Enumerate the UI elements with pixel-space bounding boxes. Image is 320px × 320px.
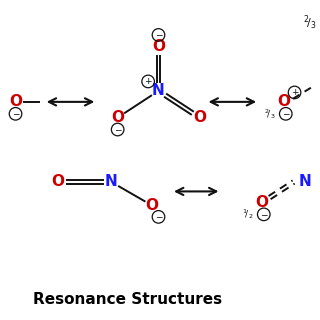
Text: $\mathdefault{^{1}\!/_{2}}$: $\mathdefault{^{1}\!/_{2}}$	[242, 207, 253, 221]
Text: O: O	[111, 110, 124, 125]
Text: −: −	[260, 210, 268, 219]
Text: O: O	[256, 195, 269, 210]
Text: −: −	[282, 109, 290, 118]
Text: −: −	[12, 109, 19, 118]
Text: O: O	[52, 174, 64, 189]
Text: $\mathdefault{^{2}\!/_{3}}$: $\mathdefault{^{2}\!/_{3}}$	[303, 14, 317, 32]
Text: O: O	[152, 39, 165, 54]
Text: −: −	[155, 30, 162, 39]
Text: −: −	[114, 125, 121, 134]
Text: N: N	[105, 174, 118, 189]
Text: Resonance Structures: Resonance Structures	[33, 292, 222, 307]
Text: O: O	[278, 94, 291, 109]
Text: N: N	[298, 174, 311, 189]
Text: −: −	[155, 212, 162, 221]
Text: +: +	[144, 77, 152, 86]
Text: O: O	[9, 94, 22, 109]
Text: O: O	[193, 110, 206, 125]
Text: N: N	[152, 84, 165, 98]
Text: +: +	[291, 88, 298, 97]
Text: O: O	[146, 198, 159, 213]
Text: $\mathdefault{^{2}\!/_{3}}$: $\mathdefault{^{2}\!/_{3}}$	[264, 107, 276, 121]
